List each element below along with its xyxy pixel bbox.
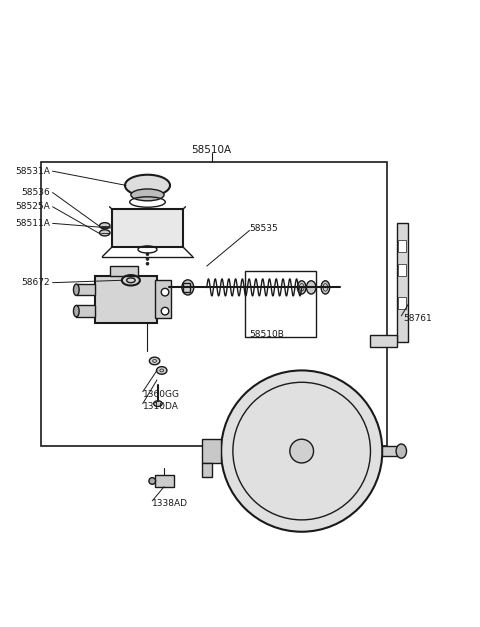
Text: 58761: 58761: [404, 314, 432, 323]
Bar: [155, 475, 174, 487]
Circle shape: [161, 307, 169, 315]
Bar: [155, 280, 171, 319]
Bar: [112, 209, 183, 247]
Circle shape: [146, 253, 149, 256]
Ellipse shape: [396, 444, 407, 458]
Circle shape: [290, 440, 313, 463]
Circle shape: [146, 262, 149, 265]
Text: 58536: 58536: [22, 188, 50, 197]
Ellipse shape: [99, 229, 110, 236]
Circle shape: [149, 478, 156, 484]
Circle shape: [161, 288, 169, 296]
Bar: [398, 240, 406, 252]
Bar: [202, 440, 221, 463]
Bar: [398, 264, 406, 275]
Text: 1310DA: 1310DA: [143, 401, 179, 411]
Ellipse shape: [73, 284, 79, 295]
Text: 1360GG: 1360GG: [143, 389, 180, 399]
Ellipse shape: [154, 401, 162, 406]
Ellipse shape: [321, 281, 330, 294]
Text: 58525A: 58525A: [15, 203, 50, 211]
Text: 58531A: 58531A: [15, 167, 50, 176]
Text: 58510A: 58510A: [192, 145, 231, 155]
Ellipse shape: [125, 175, 170, 196]
Text: 58535: 58535: [250, 224, 278, 233]
Text: 1338AD: 1338AD: [152, 498, 188, 508]
Bar: [398, 297, 406, 308]
Ellipse shape: [149, 357, 160, 365]
Text: 58510B: 58510B: [250, 330, 284, 339]
Bar: [396, 223, 408, 342]
Bar: [96, 275, 157, 323]
Ellipse shape: [298, 281, 306, 294]
Bar: [371, 335, 396, 347]
Bar: [109, 266, 138, 275]
Bar: [245, 271, 316, 337]
Circle shape: [146, 258, 149, 260]
Ellipse shape: [131, 189, 164, 201]
Bar: [41, 162, 387, 446]
Bar: [202, 463, 212, 477]
Text: 58672: 58672: [22, 278, 50, 287]
Circle shape: [221, 371, 383, 532]
Ellipse shape: [73, 305, 79, 317]
Bar: [76, 284, 96, 295]
Bar: [383, 446, 401, 456]
Ellipse shape: [306, 281, 316, 294]
Text: 58511A: 58511A: [15, 219, 50, 228]
Ellipse shape: [156, 367, 167, 374]
Ellipse shape: [182, 280, 194, 295]
Bar: [183, 283, 190, 292]
Bar: [76, 305, 96, 317]
Ellipse shape: [99, 223, 110, 229]
